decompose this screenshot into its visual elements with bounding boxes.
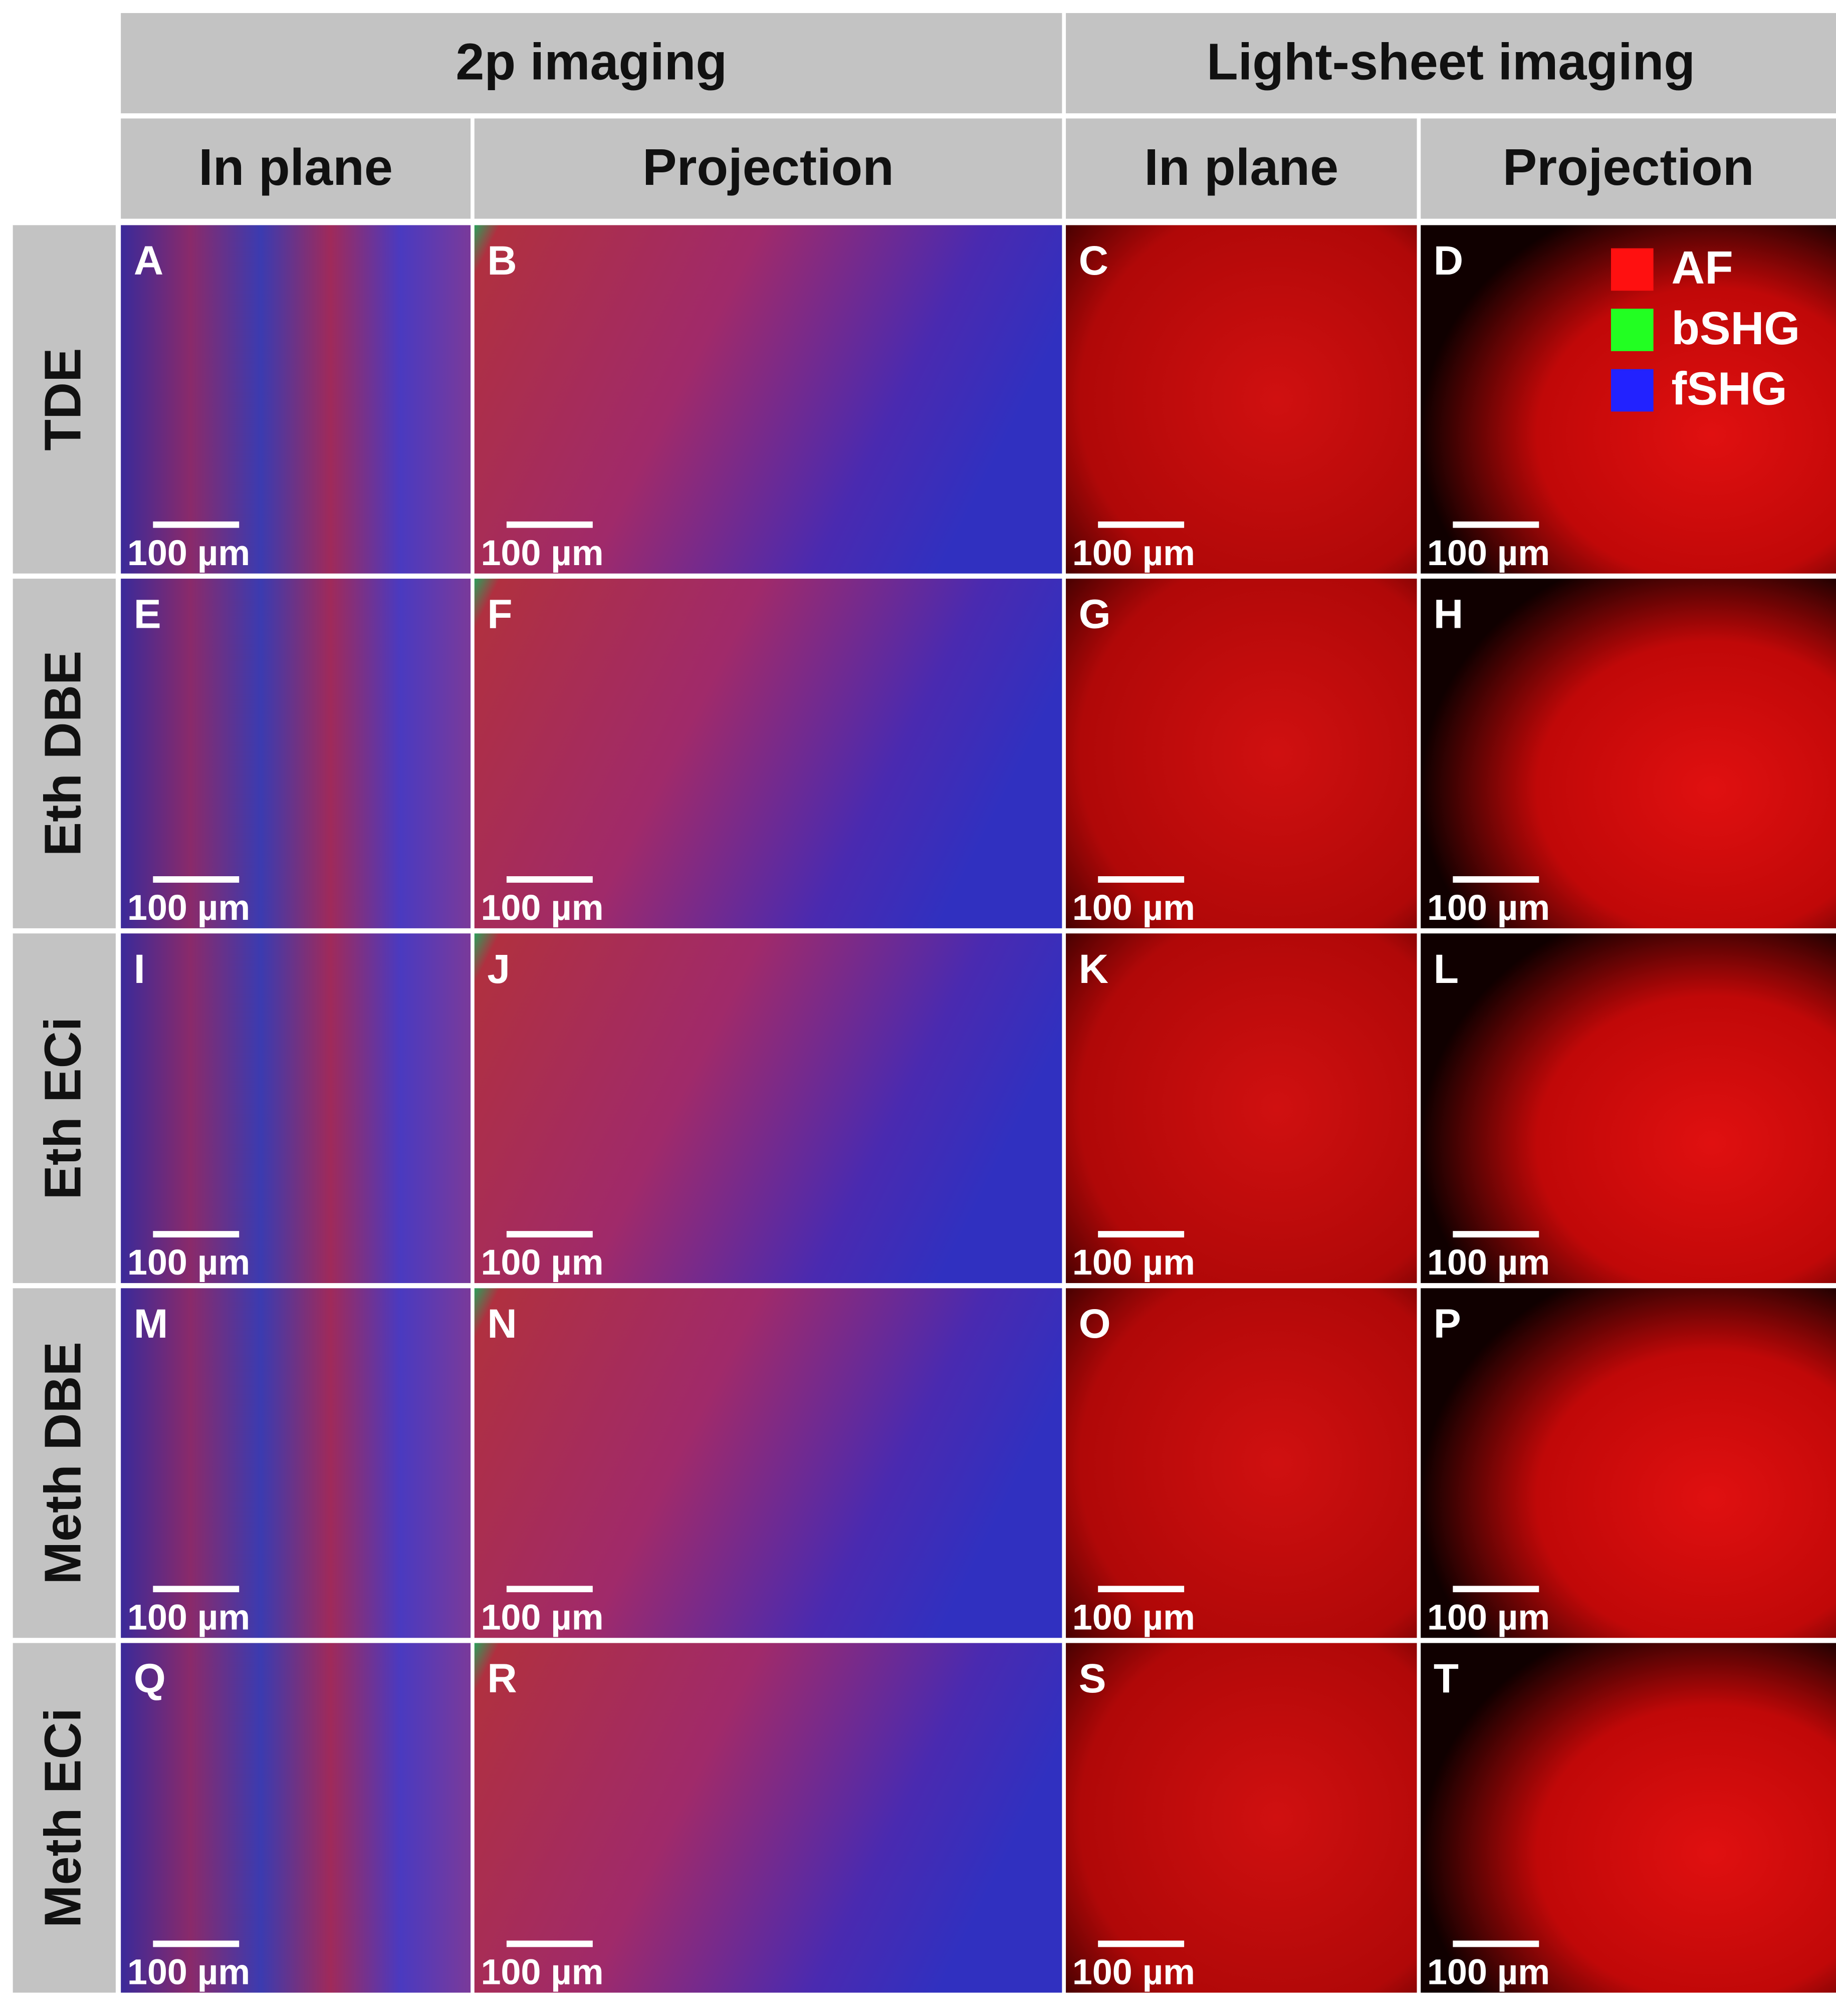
scale-label: 100 µm	[481, 1952, 604, 1992]
scale-label: 100 µm	[127, 533, 250, 573]
image-panel	[1421, 933, 1836, 1284]
image-panel	[1421, 1288, 1836, 1638]
row-label: Eth ECi	[34, 1017, 92, 1200]
image-panel	[1066, 579, 1417, 928]
image-panel	[474, 225, 1062, 574]
scale-label: 100 µm	[481, 1597, 604, 1637]
scale-label: 100 µm	[127, 1242, 250, 1283]
scale-label: 100 µm	[1427, 1952, 1550, 1992]
scale-label: 100 µm	[481, 888, 604, 928]
scale-label: 100 µm	[481, 533, 604, 573]
panel-letter: B	[487, 238, 517, 284]
legend-swatch	[1611, 248, 1654, 291]
column-header-bg	[121, 118, 471, 219]
column-header: In plane	[1144, 138, 1338, 196]
grid: 2p imaging Light-sheet imaging In plane Pro…	[13, 13, 1836, 1993]
group-header: Light-sheet imaging	[1207, 33, 1695, 90]
row-label-bg	[13, 1643, 116, 1993]
row-label: TDE	[34, 348, 92, 450]
panel-letter: C	[1079, 238, 1108, 284]
row-label-bg	[13, 1288, 116, 1638]
image-panel	[121, 225, 471, 574]
scale-label: 100 µm	[127, 1597, 250, 1637]
panel-letter: K	[1079, 946, 1108, 992]
panel-letter: L	[1434, 946, 1459, 992]
column-header: In plane	[198, 138, 393, 196]
column-header: Projection	[1503, 138, 1754, 196]
legend-label: fSHG	[1672, 362, 1787, 414]
scale-label: 100 µm	[127, 888, 250, 928]
image-panel	[1066, 933, 1417, 1284]
image-panel	[121, 1288, 471, 1638]
row-label: Eth DBE	[34, 651, 92, 856]
panel-letter: S	[1079, 1656, 1106, 1701]
scale-label: 100 µm	[1072, 1242, 1195, 1283]
panel-letter: F	[487, 592, 512, 637]
group-header-bg	[121, 13, 1062, 114]
image-panel	[121, 933, 471, 1284]
scale-label: 100 µm	[1427, 533, 1550, 573]
group-header-bg	[1066, 13, 1836, 114]
group-header: 2p imaging	[455, 33, 727, 90]
image-panel	[474, 579, 1062, 928]
panel-letter: I	[134, 946, 145, 992]
panel-letter: O	[1079, 1301, 1111, 1347]
panel-letter: E	[134, 592, 161, 637]
panel-letter: M	[134, 1301, 168, 1347]
scale-label: 100 µm	[1427, 888, 1550, 928]
row-label: Meth DBE	[34, 1342, 92, 1585]
legend-label: bSHG	[1672, 302, 1800, 354]
panel-letter: P	[1434, 1301, 1461, 1347]
image-panel	[474, 1643, 1062, 1993]
scale-label: 100 µm	[1072, 533, 1195, 573]
scale-label: 100 µm	[1427, 1597, 1550, 1637]
legend-swatch	[1611, 309, 1654, 351]
panel-letter: A	[134, 238, 163, 284]
panel-letter: N	[487, 1301, 517, 1347]
panel-letter: T	[1434, 1656, 1459, 1701]
image-panel	[121, 579, 471, 928]
column-header-bg	[474, 118, 1062, 219]
panel-letter: J	[487, 946, 510, 992]
legend-swatch	[1611, 369, 1654, 412]
panel-letter: H	[1434, 592, 1463, 637]
column-header-bg	[1421, 118, 1836, 219]
scale-label: 100 µm	[1072, 1952, 1195, 1992]
scale-label: 100 µm	[1072, 1597, 1195, 1637]
image-panel	[474, 1288, 1062, 1638]
panel-letter: Q	[134, 1656, 166, 1701]
column-header: Projection	[642, 138, 894, 196]
panel-letter: R	[487, 1656, 517, 1701]
scale-label: 100 µm	[481, 1242, 604, 1283]
panel-letter: G	[1079, 592, 1111, 637]
panel-letter: D	[1434, 238, 1463, 284]
row-label-bg	[13, 225, 116, 574]
scale-label: 100 µm	[1072, 888, 1195, 928]
scale-label: 100 µm	[1427, 1242, 1550, 1283]
image-panel	[1421, 579, 1836, 928]
scale-label: 100 µm	[127, 1952, 250, 1992]
image-panel	[1421, 1643, 1836, 1993]
image-panel	[1066, 1288, 1417, 1638]
legend-label: AF	[1672, 241, 1733, 294]
image-panel	[474, 933, 1062, 1284]
column-header-bg	[1066, 118, 1417, 219]
image-panel	[1066, 225, 1417, 574]
row-label-bg	[13, 933, 116, 1284]
row-label-bg	[13, 579, 116, 928]
row-label: Meth ECi	[34, 1708, 92, 1928]
image-panel	[1066, 1643, 1417, 1993]
image-panel	[121, 1643, 471, 1993]
